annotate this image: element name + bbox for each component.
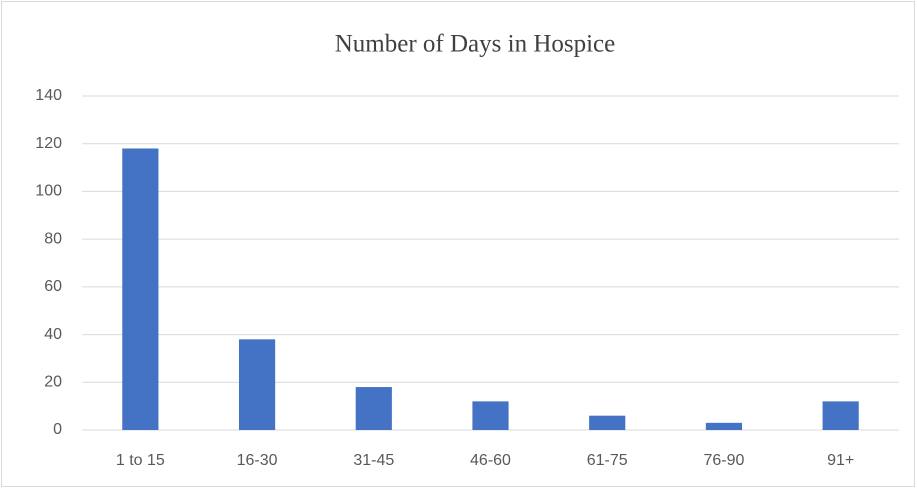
y-tick-label: 80 bbox=[44, 230, 62, 247]
x-tick-label: 46-60 bbox=[470, 452, 511, 469]
y-tick-label: 20 bbox=[44, 374, 62, 391]
x-tick-label: 91+ bbox=[827, 452, 854, 469]
bar bbox=[355, 387, 392, 430]
x-tick-label: 16-30 bbox=[237, 452, 278, 469]
y-tick-label: 40 bbox=[44, 326, 62, 343]
y-tick-label: 120 bbox=[35, 135, 62, 152]
bar bbox=[822, 401, 859, 430]
x-tick-label: 76-90 bbox=[703, 452, 744, 469]
y-tick-label: 0 bbox=[53, 421, 62, 438]
bar bbox=[122, 148, 159, 430]
chart-title: Number of Days in Hospice bbox=[335, 31, 616, 58]
x-tick-label: 31-45 bbox=[353, 452, 394, 469]
x-tick-label: 1 to 15 bbox=[116, 452, 165, 469]
x-tick-label: 61-75 bbox=[587, 452, 628, 469]
y-tick-label: 100 bbox=[35, 183, 62, 200]
bar bbox=[589, 415, 626, 430]
bar bbox=[705, 422, 743, 430]
y-tick-label: 140 bbox=[35, 87, 62, 104]
bar bbox=[472, 401, 509, 430]
y-tick-label: 60 bbox=[44, 278, 62, 295]
bar bbox=[238, 339, 276, 430]
